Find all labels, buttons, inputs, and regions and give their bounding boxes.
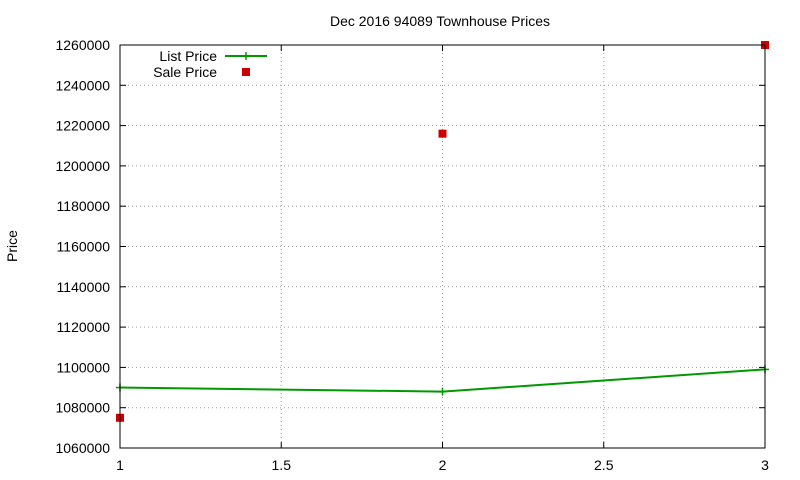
data-series bbox=[116, 41, 769, 422]
legend-swatch-sale-price bbox=[242, 68, 250, 76]
y-tick-label: 1180000 bbox=[57, 198, 111, 214]
y-tick-label: 1140000 bbox=[57, 279, 111, 295]
y-tick-label: 1200000 bbox=[55, 158, 110, 174]
chart-title: Dec 2016 94089 Townhouse Prices bbox=[330, 13, 550, 29]
x-tick-label: 1.5 bbox=[272, 457, 292, 473]
y-tick-label: 1160000 bbox=[57, 239, 111, 255]
x-tick-label: 1 bbox=[116, 457, 124, 473]
list-price-point bbox=[438, 387, 447, 396]
y-tick-label: 1120000 bbox=[57, 319, 111, 335]
axis-ticks: 1060000 1080000 1100000 1120000 1140000 11600… bbox=[55, 37, 769, 473]
legend-label-list-price: List Price bbox=[159, 48, 217, 64]
legend-label-sale-price: Sale Price bbox=[153, 64, 217, 80]
y-tick-label: 1100000 bbox=[57, 359, 111, 375]
y-tick-label: 1260000 bbox=[55, 37, 110, 53]
sale-price-point bbox=[438, 129, 447, 138]
x-tick-label: 3 bbox=[761, 457, 769, 473]
x-tick-label: 2.5 bbox=[594, 457, 614, 473]
plot-frame bbox=[119, 44, 766, 449]
y-axis-label: Price bbox=[4, 230, 20, 262]
y-tick-label: 1060000 bbox=[55, 440, 110, 456]
grid-lines bbox=[120, 45, 765, 448]
x-tick-label: 2 bbox=[439, 457, 447, 473]
y-tick-label: 1080000 bbox=[55, 400, 110, 416]
y-tick-label: 1220000 bbox=[55, 118, 110, 134]
y-tick-label: 1240000 bbox=[55, 77, 110, 93]
legend-marker-list-price bbox=[242, 52, 250, 60]
